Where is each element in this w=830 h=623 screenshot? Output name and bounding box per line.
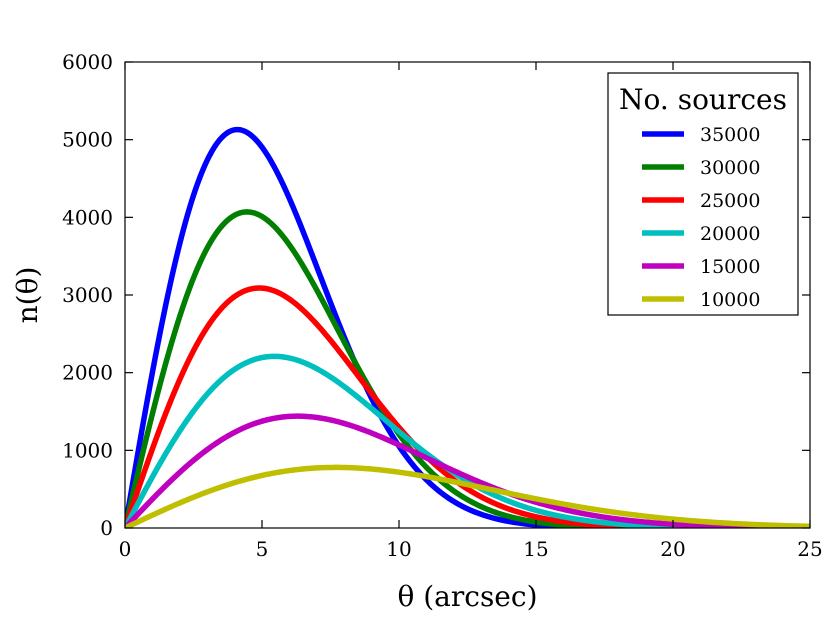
y-tick-label: 1000 bbox=[62, 438, 113, 462]
y-axis-label: n(θ) bbox=[11, 267, 44, 324]
x-tick-label: 10 bbox=[386, 537, 411, 561]
legend: No. sources 35000 30000 25000 20000 15000 100… bbox=[607, 72, 799, 316]
x-tick-label: 20 bbox=[660, 537, 685, 561]
y-tick-label: 6000 bbox=[62, 50, 113, 74]
x-axis-label: θ (arcsec) bbox=[398, 580, 538, 613]
x-tick-label: 5 bbox=[256, 537, 269, 561]
legend-label-30000: 30000 bbox=[700, 157, 760, 179]
x-tick-label: 15 bbox=[523, 537, 548, 561]
legend-items: 35000 30000 25000 20000 15000 10000 bbox=[642, 124, 760, 311]
series-line-15000 bbox=[125, 413, 810, 528]
x-tick-label: 25 bbox=[797, 537, 822, 561]
legend-title: No. sources bbox=[619, 83, 787, 116]
y-tick-label: 5000 bbox=[62, 128, 113, 152]
y-tick-label: 3000 bbox=[62, 283, 113, 307]
y-tick-label: 4000 bbox=[62, 205, 113, 229]
series-line-25000 bbox=[125, 285, 810, 528]
legend-label-20000: 20000 bbox=[700, 223, 760, 245]
y-tick-label: 2000 bbox=[62, 361, 113, 385]
legend-label-10000: 10000 bbox=[700, 289, 760, 311]
x-tick-label: 0 bbox=[119, 537, 132, 561]
y-tick-label: 0 bbox=[100, 516, 113, 540]
legend-label-35000: 35000 bbox=[700, 124, 760, 146]
series-line-10000 bbox=[125, 464, 810, 528]
legend-label-25000: 25000 bbox=[700, 190, 760, 212]
axis-ticks: 0 5 10 15 20 25 0 1000 2000 3000 4000 5000 6000 bbox=[62, 50, 823, 561]
legend-box bbox=[607, 72, 799, 316]
legend-label-15000: 15000 bbox=[700, 256, 760, 278]
